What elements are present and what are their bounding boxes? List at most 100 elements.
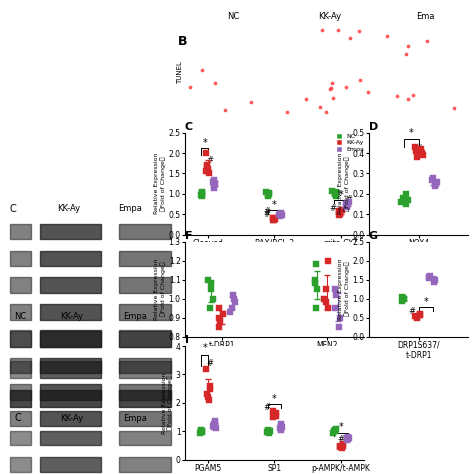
Bar (40, 457, 101, 472)
Point (203, 149, 210, 157)
Point (335, 323, 342, 331)
Text: #: # (263, 403, 270, 412)
Point (323, 108, 330, 116)
Point (231, 299, 239, 306)
Point (343, 203, 351, 211)
Point (330, 428, 338, 435)
Bar (118, 384, 172, 400)
Point (419, 149, 426, 157)
Point (322, 299, 329, 306)
Bar (40, 430, 101, 446)
Text: C: C (14, 413, 21, 423)
Bar (10, 457, 31, 472)
Point (331, 426, 339, 434)
Point (229, 291, 237, 299)
Point (345, 198, 353, 206)
Point (346, 34, 354, 42)
Point (269, 217, 277, 224)
Point (219, 310, 227, 318)
Text: #: # (263, 210, 270, 219)
Point (332, 188, 340, 196)
Point (423, 37, 431, 45)
Bar (118, 304, 172, 319)
Point (324, 257, 332, 264)
Text: *: * (423, 297, 428, 307)
Point (206, 396, 213, 404)
Point (198, 428, 206, 436)
Text: F: F (185, 231, 192, 241)
Point (209, 178, 217, 185)
Bar (10, 384, 31, 400)
Point (203, 164, 211, 171)
Text: *: * (338, 422, 343, 432)
Text: D: D (369, 122, 378, 132)
Bar (118, 411, 172, 426)
Point (383, 32, 391, 40)
Text: C: C (185, 122, 193, 132)
Point (425, 274, 432, 282)
Point (228, 304, 235, 312)
Text: C: C (9, 203, 16, 214)
Point (210, 184, 218, 191)
Bar (118, 251, 172, 266)
Point (429, 174, 437, 182)
Point (332, 189, 339, 197)
Point (230, 295, 237, 302)
Point (198, 66, 206, 74)
Point (339, 440, 346, 448)
Point (264, 428, 271, 436)
Point (198, 427, 206, 435)
Point (432, 276, 439, 283)
Point (206, 304, 214, 312)
Point (322, 285, 330, 293)
Text: *: * (272, 200, 277, 210)
Text: Ema: Ema (417, 12, 435, 21)
Point (272, 409, 280, 417)
Point (262, 188, 270, 196)
Point (278, 423, 286, 431)
Bar (10, 358, 31, 373)
Point (206, 385, 213, 392)
Bar (118, 361, 172, 378)
Point (196, 429, 204, 437)
Point (398, 297, 406, 304)
Point (325, 304, 332, 312)
Bar (40, 224, 101, 239)
Point (313, 285, 320, 293)
Text: #: # (263, 207, 270, 216)
Point (209, 295, 217, 302)
Bar (10, 390, 31, 407)
Bar (40, 411, 101, 426)
Point (433, 178, 440, 185)
Text: *: * (202, 138, 207, 148)
Point (400, 294, 407, 301)
Point (311, 276, 319, 283)
Point (336, 210, 344, 217)
Point (265, 189, 273, 197)
Bar (118, 430, 172, 446)
Point (329, 429, 337, 437)
Point (430, 278, 438, 285)
Y-axis label: Relative Expression
（Fold of Change）: Relative Expression （Fold of Change） (162, 372, 173, 434)
Point (416, 311, 424, 319)
Point (402, 50, 410, 58)
Point (327, 84, 335, 92)
Point (399, 293, 406, 301)
Point (327, 86, 334, 93)
Point (431, 182, 438, 190)
Point (426, 273, 433, 281)
Point (342, 202, 350, 210)
Point (400, 194, 407, 202)
Point (332, 425, 340, 433)
Point (344, 199, 351, 207)
Point (302, 95, 310, 102)
Point (400, 296, 407, 303)
Point (344, 433, 352, 441)
Y-axis label: Relative Expression
（Fold of Change）: Relative Expression （Fold of Change） (338, 258, 350, 320)
Y-axis label: Relative Expression
（Fold of Change）: Relative Expression （Fold of Change） (154, 258, 166, 320)
Text: NC: NC (227, 12, 239, 21)
Bar (10, 304, 31, 319)
Point (404, 96, 412, 103)
Point (336, 314, 344, 321)
Bar (40, 361, 101, 378)
